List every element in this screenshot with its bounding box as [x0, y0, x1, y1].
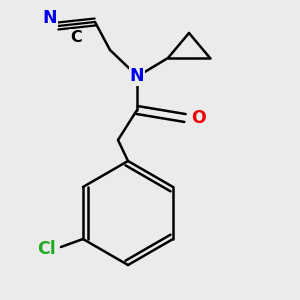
Text: N: N [43, 9, 57, 27]
Text: C: C [70, 29, 82, 44]
Text: N: N [130, 67, 144, 85]
Text: O: O [192, 109, 206, 127]
Text: Cl: Cl [38, 240, 56, 258]
